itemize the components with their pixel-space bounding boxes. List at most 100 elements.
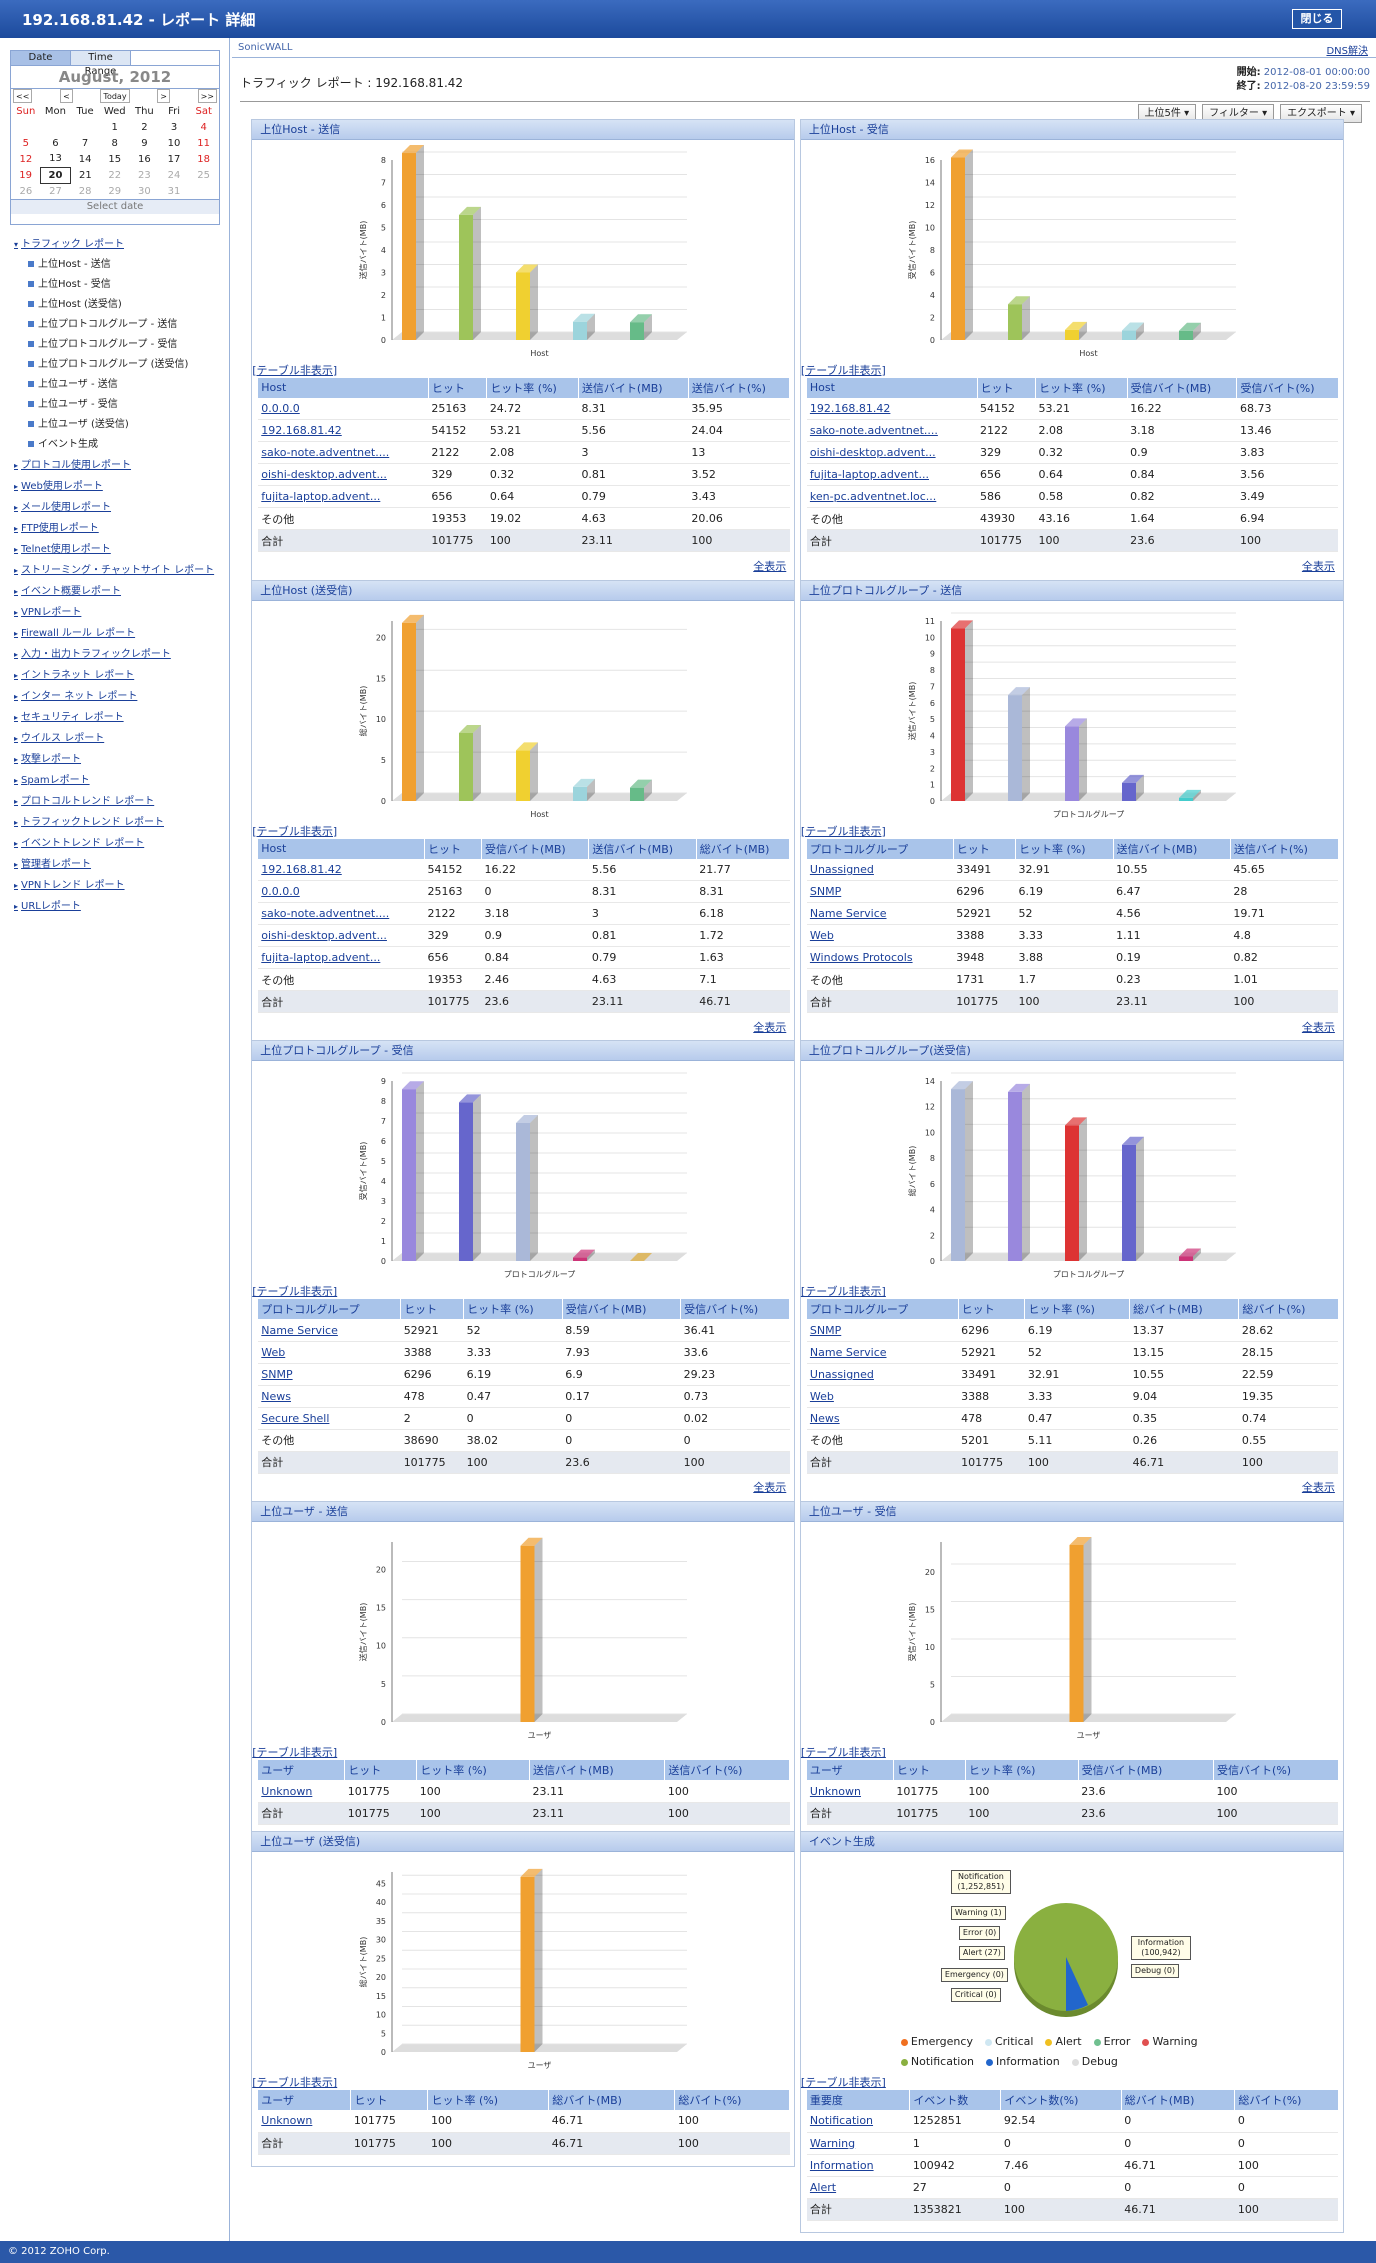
table-cell[interactable]: Name Service [258,1319,401,1342]
column-header[interactable]: 送信バイト(%) [1230,838,1339,859]
calendar-day[interactable]: 12 [19,153,33,165]
calendar-day[interactable]: 16 [138,153,151,165]
show-all-link[interactable]: 全表示 [1301,1020,1335,1034]
column-header[interactable]: 重要度 [806,2090,911,2111]
column-header[interactable]: 受信バイト(MB) [1127,377,1238,398]
prev-month-button[interactable]: < [60,89,73,103]
column-header[interactable]: ヒット [424,838,483,859]
calendar-day[interactable]: 24 [167,169,181,181]
table-cell[interactable]: 192.168.81.42 [258,858,425,882]
tree-item[interactable]: ▸ 入力・出力トラフィックレポート [14,644,226,665]
column-header[interactable]: 送信バイト(MB) [529,1760,666,1781]
table-cell[interactable]: SNMP [806,1319,959,1342]
hide-table-link[interactable]: [テーブル非表示] [800,1285,886,1299]
table-cell[interactable]: Unknown [258,1780,345,1803]
table-cell[interactable]: News [258,1385,401,1408]
column-header[interactable]: ヒット率 (%) [1024,1299,1131,1320]
hide-table-link[interactable]: [テーブル非表示] [252,363,338,377]
calendar-day[interactable]: 25 [197,169,211,181]
table-cell[interactable]: sako-note.adventnet.... [258,441,429,465]
tree-item-traffic-report[interactable]: ▾ トラフィック レポート [14,234,226,255]
tree-item[interactable]: ▸ Web使用レポート [14,476,226,497]
column-header[interactable]: Host [258,377,429,398]
tree-item[interactable]: ▸ プロトコル使用レポート [14,455,226,476]
calendar-day[interactable]: 11 [197,137,211,149]
column-header[interactable]: ヒット率 (%) [427,2090,550,2111]
calendar-day[interactable]: 23 [138,169,151,181]
table-cell[interactable]: 0.0.0.0 [258,880,425,904]
table-cell[interactable]: Windows Protocols [806,946,954,970]
column-header[interactable]: イベント数 [909,2090,1002,2111]
column-header[interactable]: ヒット率 (%) [463,1299,563,1320]
calendar-day[interactable]: 22 [108,169,122,181]
table-cell[interactable]: oishi-desktop.advent... [258,463,429,487]
column-header[interactable]: 受信バイト(MB) [562,1299,682,1320]
hide-table-link[interactable]: [テーブル非表示] [252,1746,338,1760]
table-cell[interactable]: oishi-desktop.advent... [258,924,425,948]
tree-item[interactable]: ▸ 管理者レポート [14,854,226,875]
calendar-day[interactable]: 8 [111,137,118,149]
tree-item[interactable]: ▸ セキュリティ レポート [14,707,226,728]
tree-subitem[interactable]: 上位プロトコルグループ - 送信 [14,315,226,335]
column-header[interactable]: ユーザ [806,1760,894,1781]
calendar-day[interactable]: 31 [167,185,181,197]
hide-table-link[interactable]: [テーブル非表示] [252,824,338,838]
tree-item[interactable]: ▸ インター ネット レポート [14,686,226,707]
table-cell[interactable]: sako-note.adventnet.... [258,902,425,926]
calendar-day[interactable]: 10 [167,137,181,149]
column-header[interactable]: ユーザ [258,2090,352,2111]
table-cell[interactable]: Notification [806,2110,910,2133]
column-header[interactable]: 受信バイト(MB) [1078,1760,1215,1781]
today-button[interactable]: Today [100,89,130,103]
column-header[interactable]: イベント数(%) [1000,2090,1122,2111]
table-cell[interactable]: Alert [806,2176,910,2199]
column-header[interactable]: 総バイト(%) [1234,2090,1339,2111]
column-header[interactable]: Host [258,838,425,859]
hide-table-link[interactable]: [テーブル非表示] [252,2076,338,2090]
calendar-day[interactable]: 18 [197,153,211,165]
calendar-day[interactable]: 3 [170,121,178,133]
tree-item[interactable]: ▸ イントラネット レポート [14,665,226,686]
tree-item[interactable]: ▸ イベントトレンド レポート [14,833,226,854]
column-header[interactable]: プロトコルグループ [258,1299,402,1320]
tree-subitem[interactable]: 上位ユーザ - 受信 [14,395,226,415]
tree-item[interactable]: ▸ メール使用レポート [14,497,226,518]
calendar-day[interactable]: 20 [40,166,71,184]
table-cell[interactable]: Web [806,924,954,948]
table-cell[interactable]: 192.168.81.42 [806,397,978,421]
table-cell[interactable]: SNMP [806,880,954,904]
column-header[interactable]: ヒット [893,1760,966,1781]
column-header[interactable]: 総バイト(MB) [696,838,791,859]
tree-item[interactable]: ▸ ストリーミング・チャットサイト レポート [14,560,226,581]
show-all-link[interactable]: 全表示 [1301,1481,1335,1495]
column-header[interactable]: ヒット率 (%) [416,1760,531,1781]
tree-subitem[interactable]: 上位Host (送受信) [14,295,226,315]
tree-item[interactable]: ▸ Telnet使用レポート [14,539,226,560]
column-header[interactable]: プロトコルグループ [806,838,954,859]
table-cell[interactable]: oishi-desktop.advent... [806,441,978,465]
table-cell[interactable]: Name Service [806,1341,959,1364]
tree-item[interactable]: ▸ VPNトレンド レポート [14,875,226,896]
column-header[interactable]: ヒット [400,1299,465,1320]
show-all-link[interactable]: 全表示 [753,1020,787,1034]
tab-time-range[interactable]: Time Range [71,51,131,77]
table-cell[interactable]: fujita-laptop.advent... [258,485,429,509]
tree-subitem[interactable]: 上位プロトコルグループ (送受信) [14,355,226,375]
column-header[interactable]: ヒット率 (%) [965,1760,1079,1781]
show-all-link[interactable]: 全表示 [753,559,787,573]
hide-table-link[interactable]: [テーブル非表示] [800,363,886,377]
table-cell[interactable]: Name Service [806,902,954,926]
column-header[interactable]: 受信バイト(%) [1213,1760,1339,1781]
tree-subitem[interactable]: 上位Host - 送信 [14,255,226,275]
column-header[interactable]: ヒット率 (%) [1035,377,1128,398]
column-header[interactable]: ヒット [977,377,1036,398]
hide-table-link[interactable]: [テーブル非表示] [800,824,886,838]
table-cell[interactable]: Secure Shell [258,1407,401,1430]
tree-item[interactable]: ▸ FTP使用レポート [14,518,226,539]
tab-date[interactable]: Date [11,51,71,65]
table-cell[interactable]: fujita-laptop.advent... [806,463,978,487]
calendar-day[interactable]: 2 [141,121,148,133]
table-cell[interactable]: Unassigned [806,1363,959,1386]
column-header[interactable]: 総バイト(%) [674,2090,791,2111]
tree-item[interactable]: ▸ トラフィックトレンド レポート [14,812,226,833]
